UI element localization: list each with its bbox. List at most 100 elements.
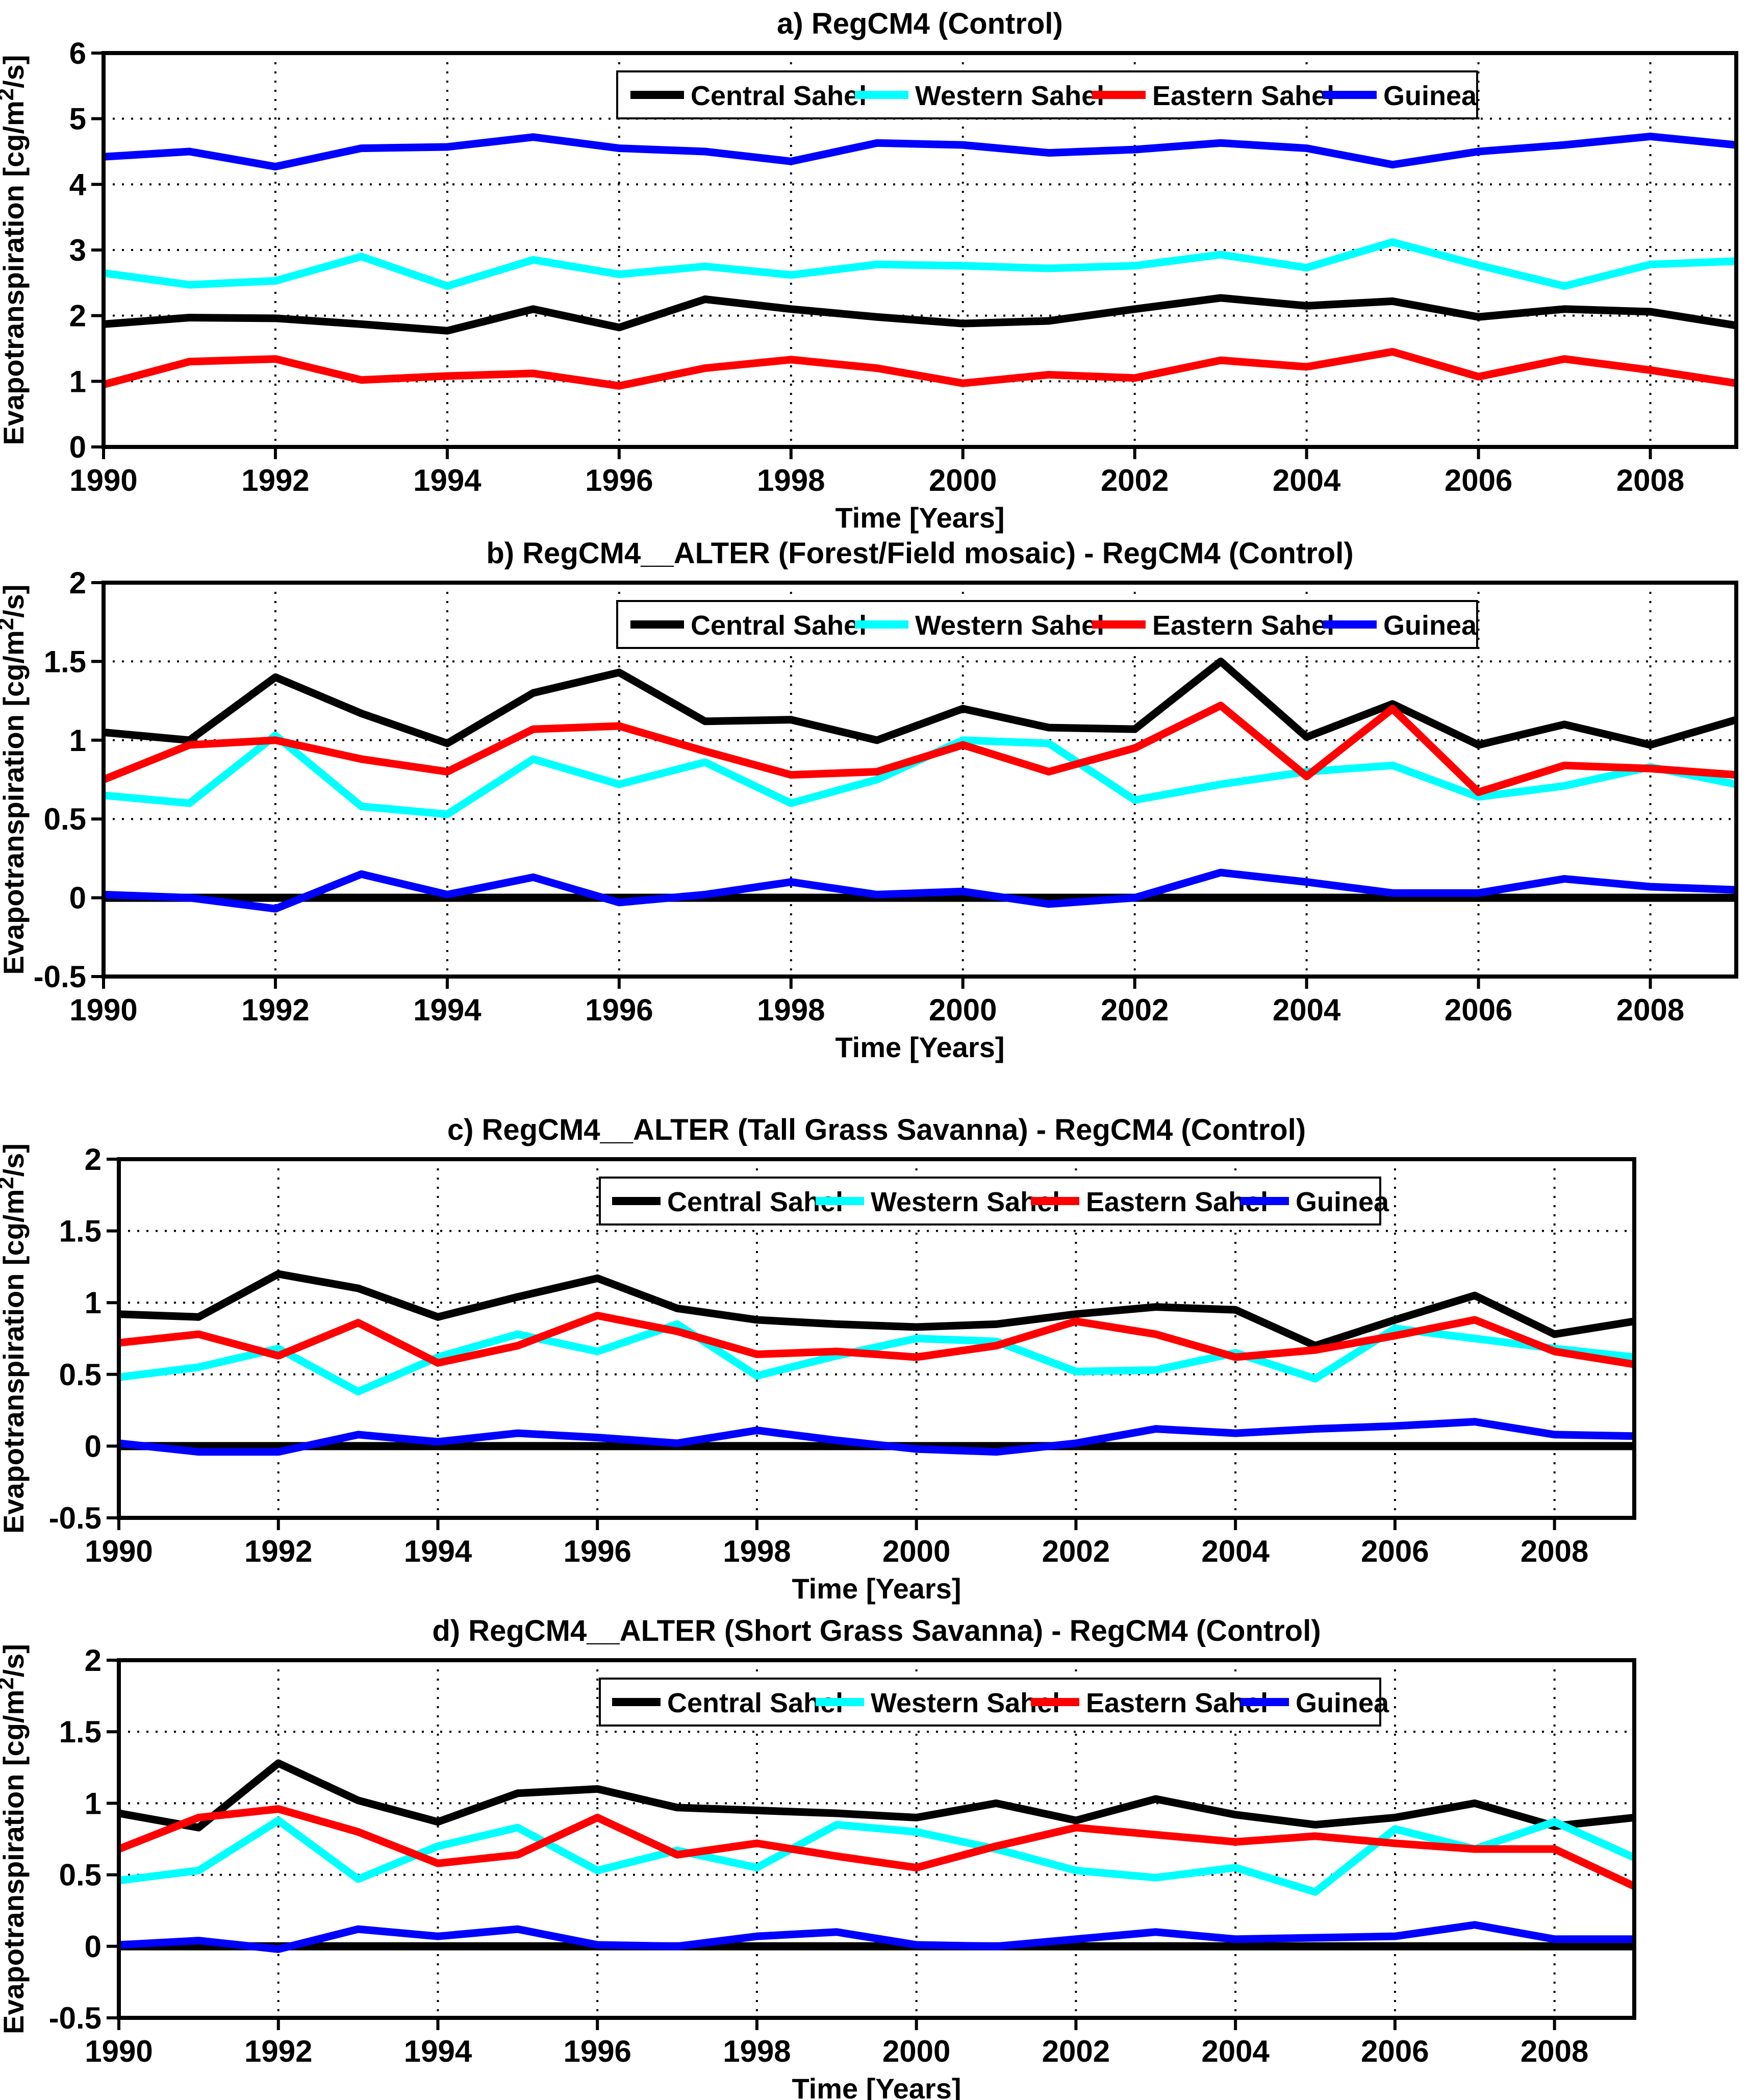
legend-label: Western Sahel xyxy=(871,1688,1060,1718)
y-tick-label: 2 xyxy=(85,1142,102,1177)
y-tick-label: 1 xyxy=(85,1286,102,1320)
series-line-eastern-sahel xyxy=(102,702,1737,796)
x-tick-label: 1990 xyxy=(85,2034,153,2068)
legend: Central Sahel Western Sahel Eastern Sahel G… xyxy=(616,70,1478,119)
y-tick-label: 1.5 xyxy=(59,1715,102,1749)
series-line-eastern-sahel xyxy=(103,347,1737,390)
panel-title: b) RegCM4__ALTER (Forest/Field mosaic) -… xyxy=(486,537,1353,570)
legend-label: Central Sahel xyxy=(691,81,867,111)
x-axis-label: Time [Years] xyxy=(835,502,1004,534)
y-tick-label: 1 xyxy=(69,723,86,758)
x-tick-label: 2002 xyxy=(1101,993,1169,1027)
y-tick-label: 3 xyxy=(69,233,86,267)
x-tick-label: 1996 xyxy=(563,1534,631,1568)
legend-label: Western Sahel xyxy=(915,610,1104,641)
panel-title: d) RegCM4__ALTER (Short Grass Savanna) -… xyxy=(432,1614,1321,1647)
series-line-central-sahel xyxy=(118,1270,1635,1350)
x-tick-label: 2008 xyxy=(1616,993,1684,1027)
x-tick-label: 1990 xyxy=(85,1534,153,1568)
y-tick-label: 0 xyxy=(85,1429,102,1463)
series-line-guinea xyxy=(103,132,1737,171)
panel-c: 1990 1992 1994 1996 1998 2000 2002 2004 2006 2008… xyxy=(0,1113,1636,1605)
legend: Central Sahel Western Sahel Eastern Sahel G… xyxy=(599,1678,1389,1727)
y-axis-label: Evapotranspiration [cg/m2/s] xyxy=(0,55,30,445)
y-tick-label: 1 xyxy=(69,364,86,398)
panel-title: c) RegCM4__ALTER (Tall Grass Savanna) - … xyxy=(447,1113,1306,1146)
y-tick-label: 5 xyxy=(69,102,86,136)
y-tick-label: -0.5 xyxy=(34,960,86,994)
legend-label: Central Sahel xyxy=(667,1187,843,1217)
x-tick-label: 2004 xyxy=(1201,1534,1270,1568)
x-tick-label: 1994 xyxy=(404,2034,472,2068)
x-tick-label: 2008 xyxy=(1521,1534,1588,1568)
legend-label: Guinea xyxy=(1383,610,1477,641)
panel-b: 1990 1992 1994 1996 1998 2000 2002 2004 2006 2008… xyxy=(0,537,1738,1063)
x-tick-label: 1994 xyxy=(413,463,482,497)
y-tick-label: 1 xyxy=(85,1786,102,1820)
x-tick-label: 1994 xyxy=(404,1534,472,1568)
y-tick-label: -0.5 xyxy=(49,1501,102,1535)
y-tick-label: 2 xyxy=(85,1643,102,1678)
legend-label: Guinea xyxy=(1296,1688,1389,1718)
x-tick-label: 1990 xyxy=(69,993,137,1027)
x-tick-label: 2006 xyxy=(1361,2034,1429,2068)
x-tick-label: 2004 xyxy=(1273,463,1341,497)
x-tick-label: 2008 xyxy=(1616,463,1684,497)
x-tick-label: 1998 xyxy=(723,2034,791,2068)
series-line-central-sahel xyxy=(103,657,1738,749)
legend-label: Western Sahel xyxy=(915,81,1104,111)
series-line-central-sahel xyxy=(103,294,1737,335)
axes-frame xyxy=(117,1157,1636,1520)
x-tick-label: 2008 xyxy=(1521,2034,1588,2068)
x-tick-label: 2002 xyxy=(1101,463,1169,497)
legend-label: Eastern Sahel xyxy=(1086,1187,1268,1217)
legend-label: Guinea xyxy=(1296,1187,1389,1217)
series-line-eastern-sahel xyxy=(117,1805,1636,1890)
legend-label: Western Sahel xyxy=(871,1187,1060,1217)
axes-frame xyxy=(117,1658,1636,2020)
x-axis-label: Time [Years] xyxy=(835,1031,1004,1063)
x-tick-label: 2002 xyxy=(1042,2034,1110,2068)
x-tick-label: 1996 xyxy=(585,463,653,497)
y-tick-label: 0.5 xyxy=(44,802,86,836)
y-tick-label: 6 xyxy=(69,36,86,70)
x-tick-label: 2000 xyxy=(929,993,997,1027)
y-tick-label: 1.5 xyxy=(59,1214,102,1248)
y-tick-label: 4 xyxy=(69,167,87,202)
y-tick-label: -0.5 xyxy=(49,2001,102,2035)
x-tick-label: 1992 xyxy=(244,1534,312,1568)
x-tick-label: 1998 xyxy=(757,993,825,1027)
x-tick-label: 2006 xyxy=(1445,993,1512,1027)
series-line-western-sahel xyxy=(103,238,1737,290)
y-axis-label: Evapotranspiration [cg/m2/s] xyxy=(0,1644,30,2034)
y-axis-label: Evapotranspiration [cg/m2/s] xyxy=(0,1143,30,1534)
x-tick-label: 2000 xyxy=(929,463,997,497)
legend-label: Central Sahel xyxy=(667,1688,843,1718)
x-tick-label: 1992 xyxy=(241,463,309,497)
legend: Central Sahel Western Sahel Eastern Sahel G… xyxy=(616,600,1478,649)
x-tick-label: 2004 xyxy=(1273,993,1341,1027)
series-line-guinea xyxy=(118,1418,1635,1456)
series-line-eastern-sahel xyxy=(118,1312,1635,1368)
x-tick-label: 2006 xyxy=(1361,1534,1429,1568)
panel-a: 1990 1992 1994 1996 1998 2000 2002 2004 2006 2008… xyxy=(0,7,1738,534)
panel-title: a) RegCM4 (Control) xyxy=(777,7,1063,40)
legend-label: Guinea xyxy=(1383,81,1477,111)
axes-frame xyxy=(102,581,1738,979)
x-tick-label: 1998 xyxy=(723,1534,791,1568)
x-tick-label: 2002 xyxy=(1042,1534,1110,1568)
x-axis-label: Time [Years] xyxy=(792,2072,961,2100)
y-tick-label: 1.5 xyxy=(44,644,86,679)
x-axis-label: Time [Years] xyxy=(792,1572,961,1605)
x-tick-label: 2006 xyxy=(1445,463,1512,497)
legend-label: Eastern Sahel xyxy=(1152,81,1334,111)
x-tick-label: 2000 xyxy=(882,1534,950,1568)
legend-label: Central Sahel xyxy=(691,610,867,641)
legend-label: Eastern Sahel xyxy=(1152,610,1334,641)
legend-box xyxy=(616,600,1478,649)
x-tick-label: 1996 xyxy=(563,2034,631,2068)
y-tick-label: 0 xyxy=(69,430,86,464)
legend-label: Eastern Sahel xyxy=(1086,1688,1268,1718)
